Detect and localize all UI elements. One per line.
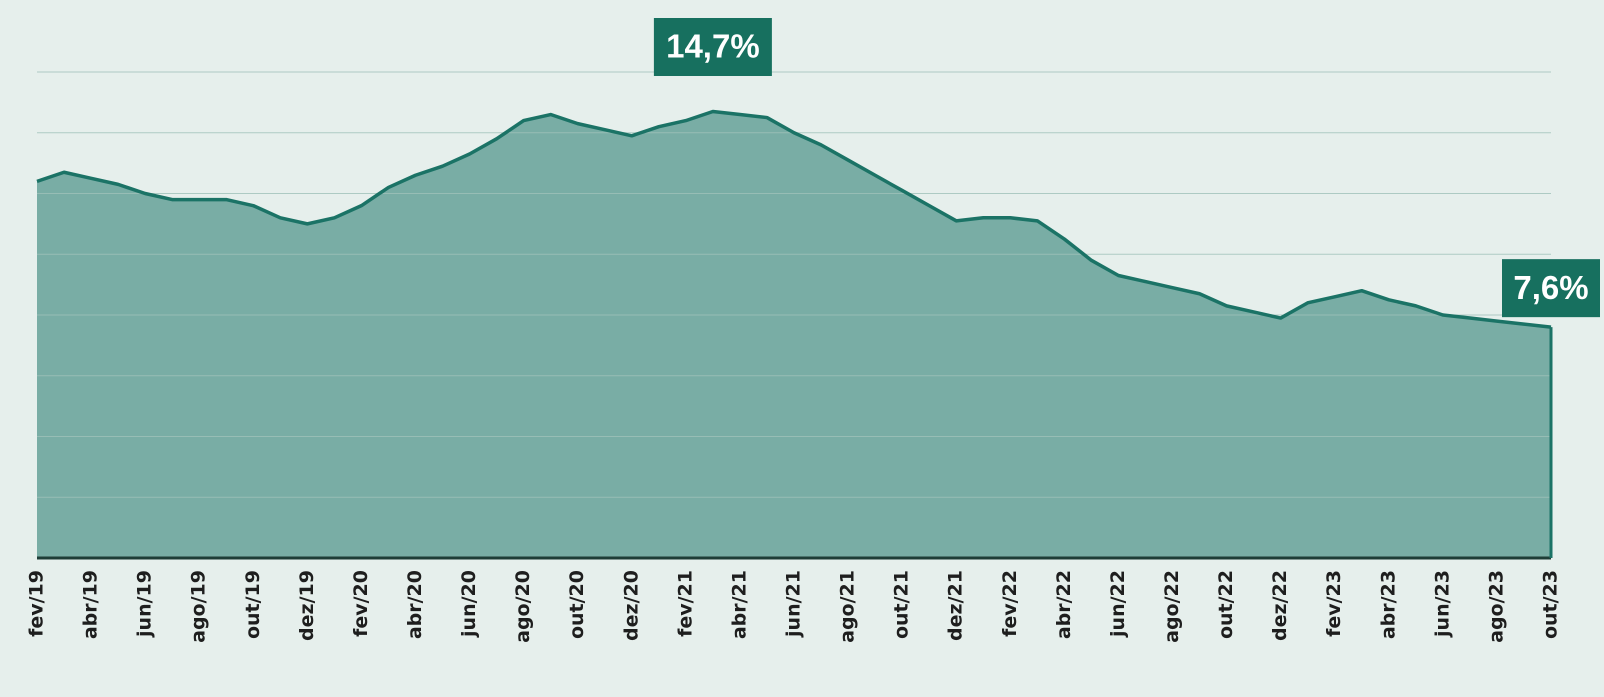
x-tick-label: jun/23 xyxy=(1431,570,1453,638)
x-tick-label: abr/19 xyxy=(80,570,102,639)
x-tick-label: ago/21 xyxy=(837,570,859,643)
x-tick-label: out/21 xyxy=(891,570,913,639)
x-tick-label: abr/23 xyxy=(1377,570,1399,639)
x-tick-label: jun/19 xyxy=(134,570,156,638)
x-tick-label: jun/21 xyxy=(783,570,805,638)
x-tick-label: dez/22 xyxy=(1269,570,1291,641)
x-tick-label: dez/21 xyxy=(945,570,967,641)
x-tick-label: abr/20 xyxy=(404,570,426,639)
x-tick-label: out/23 xyxy=(1540,570,1562,639)
area xyxy=(37,111,1551,559)
x-tick-label: ago/19 xyxy=(188,570,210,643)
x-tick-label: out/19 xyxy=(242,570,264,639)
value-label-box xyxy=(1502,259,1600,318)
x-tick-label: out/20 xyxy=(566,570,588,639)
x-tick-label: dez/20 xyxy=(620,570,642,641)
x-tick-label: abr/21 xyxy=(728,570,750,639)
x-tick-label: ago/23 xyxy=(1485,570,1507,643)
x-tick-label: fev/23 xyxy=(1323,570,1345,637)
x-tick-label: fev/19 xyxy=(26,570,48,637)
x-tick-label: fev/20 xyxy=(350,570,372,637)
x-tick-label: fev/22 xyxy=(999,570,1021,637)
line xyxy=(36,109,1552,329)
value-label: 14,7% xyxy=(666,28,760,65)
x-tick-label: abr/22 xyxy=(1053,570,1075,639)
x-tick-label: ago/22 xyxy=(1161,570,1183,643)
x-tick-label: dez/19 xyxy=(296,570,318,641)
x-tick-label: jun/20 xyxy=(458,570,480,638)
value-label-box xyxy=(653,18,772,76)
x-tick-label: jun/22 xyxy=(1107,570,1129,638)
x-tick-label: fev/21 xyxy=(674,570,696,637)
x-tick-label: out/22 xyxy=(1215,570,1237,639)
value-label: 7,6% xyxy=(1513,269,1588,306)
x-tick-label: ago/20 xyxy=(512,570,534,643)
